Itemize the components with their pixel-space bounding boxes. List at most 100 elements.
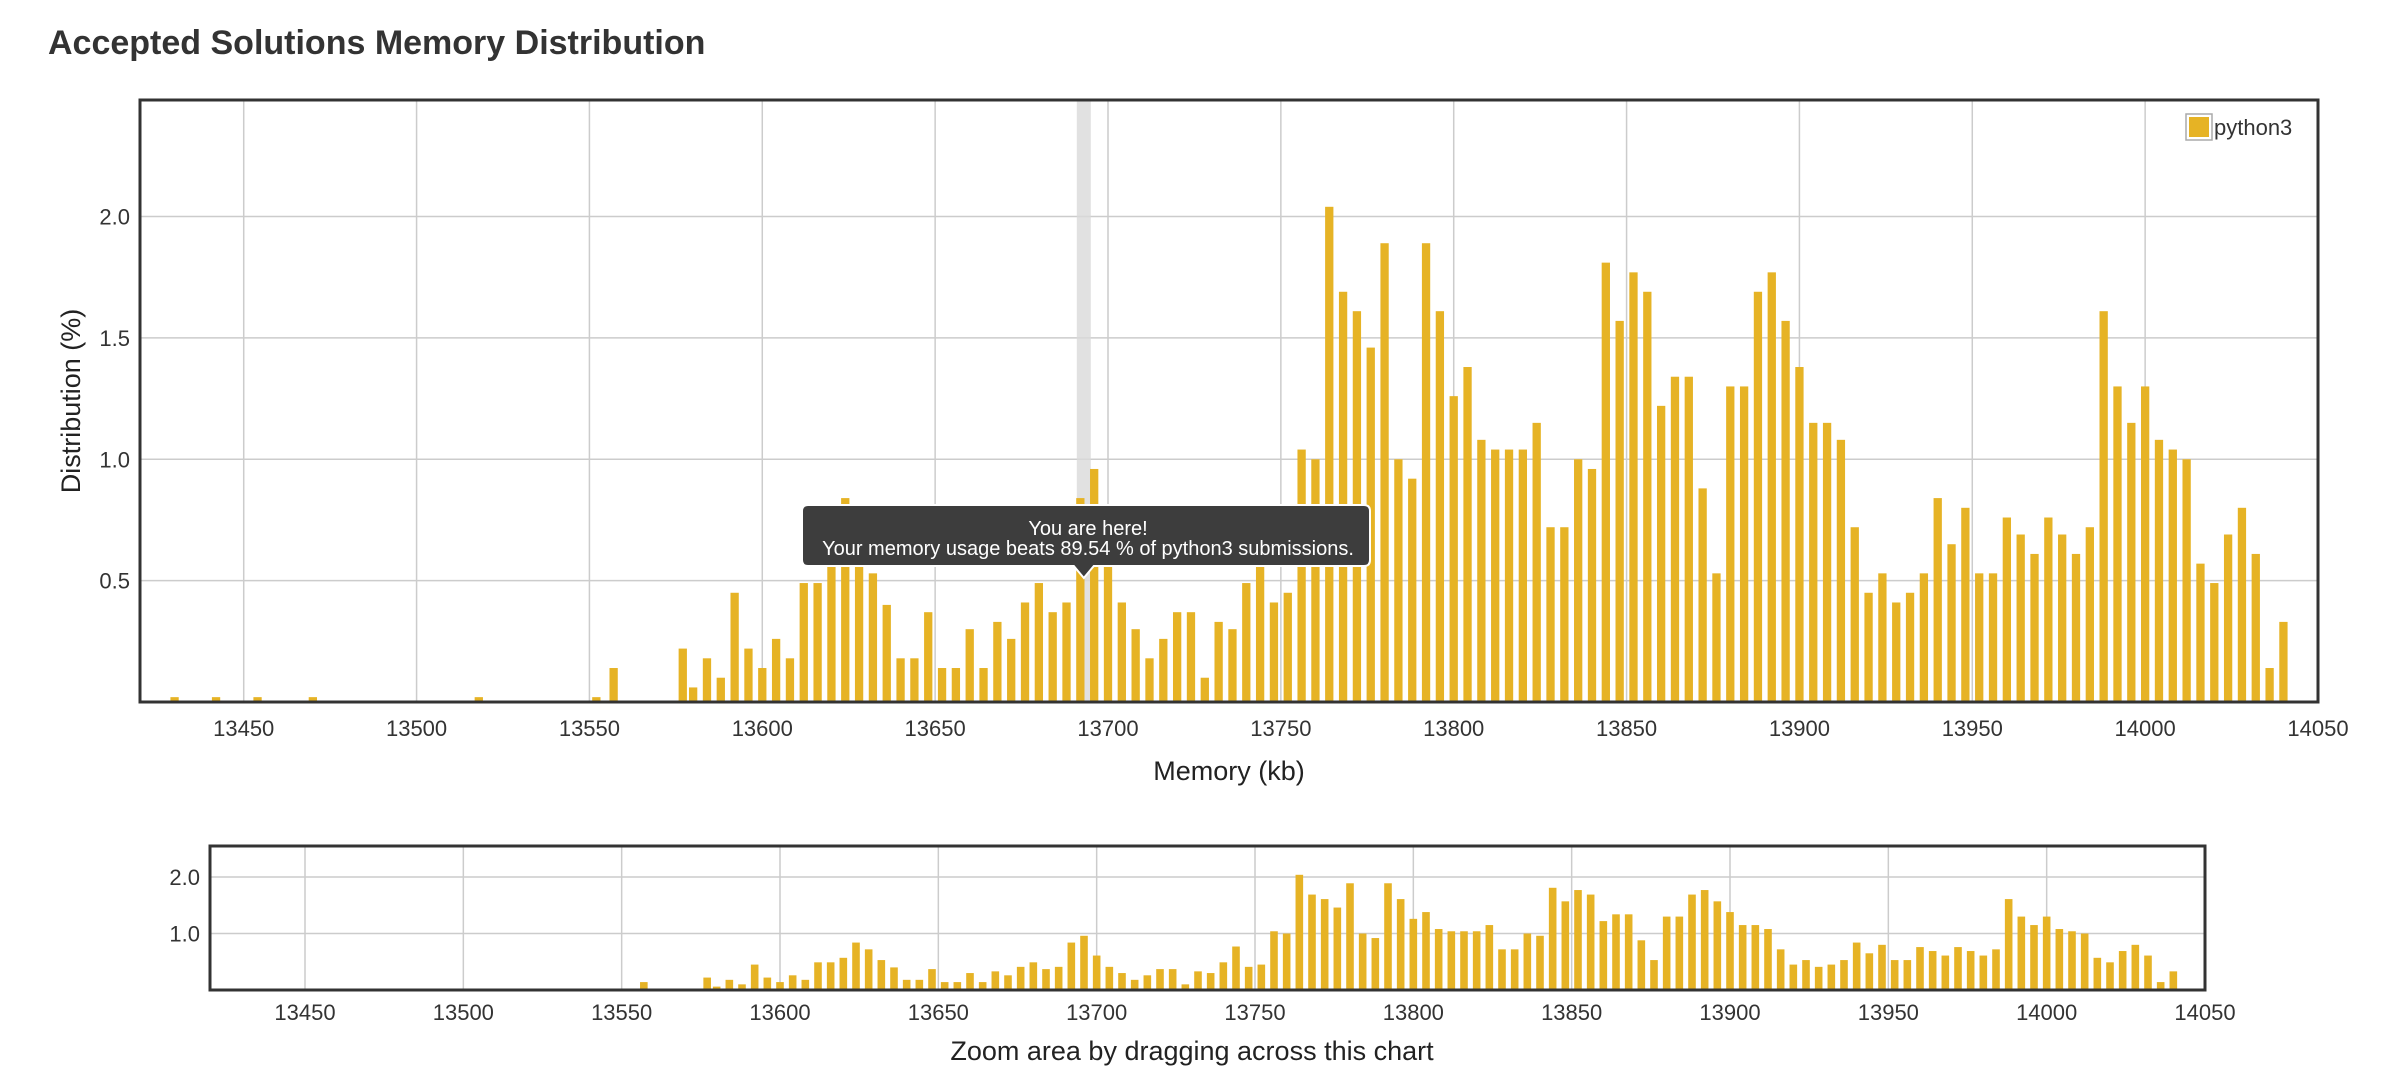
nav-bar[interactable] bbox=[1624, 914, 1633, 990]
main-bar[interactable] bbox=[1325, 206, 1334, 702]
nav-bar[interactable] bbox=[703, 977, 711, 990]
nav-bar[interactable] bbox=[1485, 925, 1494, 990]
main-bar[interactable] bbox=[910, 658, 919, 702]
nav-bar[interactable] bbox=[2030, 925, 2038, 990]
main-bar[interactable] bbox=[1145, 658, 1154, 702]
nav-bar[interactable] bbox=[776, 982, 784, 990]
main-bar[interactable] bbox=[2223, 534, 2233, 702]
main-bar[interactable] bbox=[1643, 291, 1652, 702]
main-bar[interactable] bbox=[744, 648, 753, 702]
main-bar[interactable] bbox=[1449, 396, 1458, 702]
main-bar[interactable] bbox=[1532, 422, 1541, 702]
main-bar[interactable] bbox=[1504, 449, 1514, 702]
main-bar[interactable] bbox=[965, 629, 974, 702]
nav-bar[interactable] bbox=[1181, 984, 1190, 990]
main-bar[interactable] bbox=[2127, 422, 2136, 702]
nav-bar[interactable] bbox=[1675, 916, 1684, 990]
nav-bar[interactable] bbox=[2156, 982, 2165, 990]
nav-bar[interactable] bbox=[1650, 960, 1658, 990]
nav-bar[interactable] bbox=[1498, 949, 1506, 990]
main-bar[interactable] bbox=[1836, 439, 1846, 702]
main-bar[interactable] bbox=[1739, 386, 1749, 702]
nav-bar[interactable] bbox=[1308, 894, 1316, 990]
main-bar[interactable] bbox=[1463, 367, 1472, 702]
nav-bar[interactable] bbox=[1764, 929, 1772, 990]
nav-bar[interactable] bbox=[1523, 933, 1532, 990]
nav-bar[interactable] bbox=[1029, 962, 1038, 990]
nav-bar[interactable] bbox=[1840, 960, 1848, 990]
main-bar[interactable] bbox=[937, 668, 947, 702]
nav-bar[interactable] bbox=[763, 977, 772, 990]
main-bar[interactable] bbox=[1186, 612, 1196, 702]
main-bar[interactable] bbox=[993, 621, 1002, 702]
nav-bar[interactable] bbox=[1510, 949, 1519, 990]
main-bar[interactable] bbox=[827, 563, 836, 702]
main-bar[interactable] bbox=[702, 658, 712, 702]
main-bar[interactable] bbox=[924, 612, 933, 702]
nav-bar[interactable] bbox=[1118, 973, 1126, 990]
main-bar[interactable] bbox=[1518, 449, 1528, 702]
main-bar[interactable] bbox=[1795, 367, 1804, 702]
nav-bar[interactable] bbox=[1460, 931, 1468, 990]
main-bar[interactable] bbox=[1090, 468, 1099, 702]
main-bar[interactable] bbox=[1919, 573, 1929, 702]
main-bar[interactable] bbox=[813, 583, 822, 702]
main-bar[interactable] bbox=[1103, 553, 1113, 702]
nav-bar[interactable] bbox=[902, 979, 911, 990]
main-bar[interactable] bbox=[2140, 386, 2150, 702]
main-bar[interactable] bbox=[951, 668, 961, 702]
main-bar[interactable] bbox=[785, 658, 795, 702]
main-bar[interactable] bbox=[2196, 563, 2205, 702]
main-bar[interactable] bbox=[1159, 638, 1168, 702]
nav-bar[interactable] bbox=[1358, 933, 1367, 990]
nav-bar[interactable] bbox=[1789, 964, 1798, 990]
main-bar[interactable] bbox=[1809, 422, 1818, 702]
main-bar[interactable] bbox=[688, 687, 698, 702]
nav-bar[interactable] bbox=[826, 962, 835, 990]
main-bar[interactable] bbox=[1615, 320, 1624, 702]
main-bar[interactable] bbox=[1214, 621, 1223, 702]
nav-bar[interactable] bbox=[1890, 960, 1899, 990]
nav-bar[interactable] bbox=[1156, 969, 1164, 990]
nav-bar[interactable] bbox=[1852, 942, 1861, 990]
main-bar[interactable] bbox=[1491, 449, 1500, 702]
main-bar[interactable] bbox=[1698, 488, 1707, 702]
main-bar[interactable] bbox=[758, 668, 767, 702]
main-bar[interactable] bbox=[1297, 449, 1306, 702]
nav-bar[interactable] bbox=[1903, 960, 1912, 990]
main-bar[interactable] bbox=[979, 668, 988, 702]
nav-bar[interactable] bbox=[1586, 894, 1595, 990]
nav-bar[interactable] bbox=[1244, 966, 1253, 990]
main-bar[interactable] bbox=[1477, 439, 1486, 702]
nav-bar[interactable] bbox=[1802, 960, 1810, 990]
nav-bar[interactable] bbox=[1130, 979, 1139, 990]
nav-bar[interactable] bbox=[2055, 929, 2064, 990]
main-bar[interactable] bbox=[771, 638, 781, 702]
main-bar[interactable] bbox=[1200, 677, 1209, 702]
main-bar[interactable] bbox=[1338, 291, 1348, 702]
nav-bar[interactable] bbox=[1548, 887, 1557, 990]
main-bar[interactable] bbox=[1394, 459, 1403, 702]
main-bar[interactable] bbox=[308, 697, 318, 702]
nav-bar[interactable] bbox=[1346, 883, 1354, 990]
main-bar[interactable] bbox=[1905, 592, 1915, 702]
main-bar[interactable] bbox=[1767, 272, 1776, 702]
nav-bar[interactable] bbox=[1472, 931, 1481, 990]
main-bar[interactable] bbox=[1656, 405, 1666, 702]
nav-bar[interactable] bbox=[953, 982, 962, 990]
main-bar[interactable] bbox=[2016, 534, 2025, 702]
nav-bar[interactable] bbox=[1827, 964, 1836, 990]
main-bar[interactable] bbox=[2071, 553, 2081, 702]
main-bar[interactable] bbox=[2044, 517, 2053, 702]
nav-bar[interactable] bbox=[750, 964, 759, 990]
nav-bar[interactable] bbox=[1219, 962, 1228, 990]
main-bar[interactable] bbox=[1601, 262, 1610, 702]
nav-bar[interactable] bbox=[1143, 975, 1152, 990]
main-bar[interactable] bbox=[1961, 507, 1970, 702]
main-bar[interactable] bbox=[1850, 527, 1859, 702]
main-bar[interactable] bbox=[2237, 507, 2247, 702]
main-bar[interactable] bbox=[2099, 311, 2108, 702]
nav-bar[interactable] bbox=[1612, 914, 1620, 990]
nav-bar[interactable] bbox=[839, 957, 848, 990]
